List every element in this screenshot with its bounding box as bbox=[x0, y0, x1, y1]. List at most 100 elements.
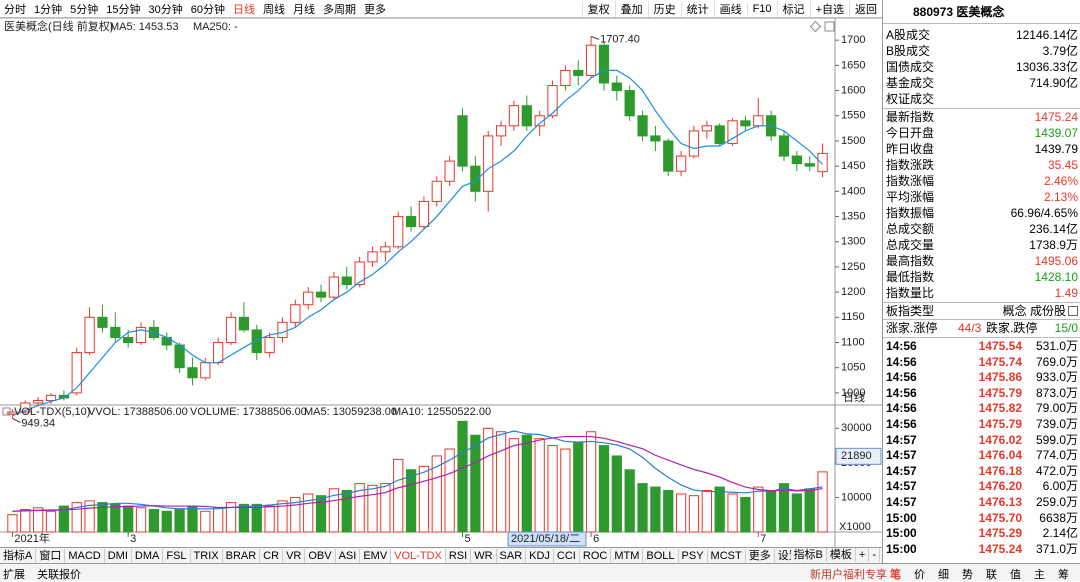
quote-label: 总成交量 bbox=[886, 238, 935, 252]
indicator-tab[interactable]: 指标A bbox=[0, 548, 37, 563]
tick-price: 1476.20 bbox=[978, 479, 1022, 494]
indicator-tab[interactable]: ASI bbox=[336, 548, 361, 563]
tool-button[interactable]: +自选 bbox=[809, 0, 849, 17]
legend-ma5: MA5: 1453.53 bbox=[110, 21, 179, 33]
tick-volume: 769.0万 bbox=[1035, 354, 1078, 369]
volume-bar bbox=[213, 507, 224, 533]
candle-body bbox=[328, 276, 340, 298]
quote-panel: 880973 医美概念 A股成交 12146.14亿 B股成交 3.79亿 国债成交 130… bbox=[882, 0, 1080, 563]
quote-value: 12146.14亿 bbox=[1015, 28, 1078, 42]
panel-icon[interactable]: 值 bbox=[1010, 569, 1021, 581]
tab-control[interactable]: 模板 bbox=[827, 548, 856, 562]
indicator-tab[interactable]: EMV bbox=[360, 548, 392, 563]
indicator-tab[interactable]: VR bbox=[283, 548, 306, 563]
indicator-tab[interactable]: MCST bbox=[708, 548, 746, 563]
indicator-tab[interactable]: WR bbox=[471, 548, 497, 563]
candle-body bbox=[7, 411, 18, 415]
tool-button[interactable]: 标记 bbox=[776, 0, 810, 17]
panel-icon[interactable]: 主 bbox=[1034, 569, 1045, 581]
tool-button[interactable]: 画线 bbox=[713, 0, 747, 17]
y-tick-label: 1300 bbox=[841, 236, 865, 248]
indicator-tab[interactable]: RSI bbox=[446, 548, 472, 563]
y-tick-label: 1650 bbox=[841, 59, 865, 71]
tab-control[interactable]: - bbox=[869, 548, 880, 562]
indicator-tab[interactable]: TRIX bbox=[191, 548, 223, 563]
y-tick-label: 1700 bbox=[841, 34, 865, 46]
promo[interactable]: 新用户福利专享 bbox=[810, 569, 887, 581]
panel-icon[interactable]: 筹 bbox=[1058, 569, 1069, 581]
tool-button[interactable]: 叠加 bbox=[614, 0, 648, 17]
quote-value: 35.45 bbox=[1047, 158, 1078, 172]
tabs-right: 指标B 模板 + - bbox=[790, 548, 880, 562]
candle-body bbox=[547, 85, 558, 117]
tool-button[interactable]: F10 bbox=[746, 2, 777, 15]
footer-tab[interactable]: 扩展 bbox=[3, 569, 25, 581]
quote-value: 1439.07 bbox=[1034, 126, 1078, 140]
tab-control[interactable]: + bbox=[856, 548, 870, 562]
quote-label: 指数涨跌 bbox=[886, 158, 935, 172]
period-tab[interactable]: 多周期 bbox=[323, 3, 356, 16]
period-tab[interactable]: 周线 bbox=[263, 3, 285, 16]
quote-label: 今日开盘 bbox=[886, 126, 935, 140]
indicator-tab[interactable]: MACD bbox=[65, 548, 105, 563]
sep bbox=[883, 23, 1080, 24]
tool-button[interactable]: 历史 bbox=[647, 0, 681, 17]
volume-bar bbox=[251, 503, 262, 533]
candle-body bbox=[264, 336, 275, 354]
indicator-tab[interactable]: 更多 bbox=[746, 548, 775, 563]
tick-volume: 599.0万 bbox=[1035, 432, 1078, 447]
period-tab[interactable]: 5分钟 bbox=[70, 3, 99, 16]
candle-body bbox=[817, 152, 828, 173]
indicator-tab[interactable]: OBV bbox=[305, 548, 336, 563]
panel-icon[interactable]: 价 bbox=[914, 569, 925, 581]
indicator-tab[interactable]: ROC bbox=[580, 548, 612, 563]
panel-icon[interactable]: 势 bbox=[962, 569, 973, 581]
annotation-label: 949.34 bbox=[21, 417, 55, 429]
volume-bar bbox=[110, 503, 121, 533]
quote-value: 1439.79 bbox=[1034, 142, 1078, 156]
tick-volume: 6.00万 bbox=[1042, 479, 1078, 494]
period-tab[interactable]: 更多 bbox=[364, 3, 386, 16]
panel-icon[interactable]: 细 bbox=[938, 569, 949, 581]
tab-control[interactable]: 指标B bbox=[791, 548, 827, 562]
volume-bar bbox=[148, 509, 160, 533]
tool-button[interactable]: 复权 bbox=[581, 0, 615, 17]
indicator-tab[interactable]: VOL-TDX bbox=[391, 548, 446, 563]
indicator-tab[interactable]: BOLL bbox=[643, 548, 679, 563]
indicator-tab[interactable]: MTM bbox=[611, 548, 644, 563]
quote-label: 指数涨幅 bbox=[886, 174, 935, 188]
sep bbox=[883, 302, 1080, 303]
panel-icon[interactable]: 笔 bbox=[890, 569, 901, 581]
period-tab[interactable]: 30分钟 bbox=[148, 3, 183, 16]
indicator-tab[interactable]: DMA bbox=[132, 548, 164, 563]
footer-tab[interactable]: 关联报价 bbox=[37, 569, 81, 581]
volume-bar bbox=[225, 502, 237, 533]
period-tab[interactable]: 分时 bbox=[4, 3, 26, 16]
indicator-tab[interactable]: BRAR bbox=[223, 548, 261, 563]
x-tick-label: 3 bbox=[130, 533, 136, 545]
indicator-tab[interactable]: PSY bbox=[679, 548, 708, 563]
indicator-tab[interactable]: SAR bbox=[497, 548, 527, 563]
indicator-tab[interactable]: CR bbox=[260, 548, 284, 563]
indicator-tab[interactable]: DMI bbox=[105, 548, 132, 563]
tool-button[interactable]: 返回 bbox=[849, 0, 882, 17]
volume-bar bbox=[123, 505, 134, 533]
quote-label: 平均涨幅 bbox=[886, 190, 935, 204]
tick-volume: 371.0万 bbox=[1035, 541, 1078, 556]
sep bbox=[883, 108, 1080, 109]
indicator-tab[interactable]: CCI bbox=[554, 548, 580, 563]
period-tab[interactable]: 日线 bbox=[233, 3, 255, 16]
period-tab[interactable]: 1分钟 bbox=[34, 3, 63, 16]
indicator-tab[interactable]: 窗口 bbox=[36, 548, 66, 563]
period-tab[interactable]: 15分钟 bbox=[106, 3, 141, 16]
tick-volume: 79.00万 bbox=[1035, 401, 1078, 416]
candle-body bbox=[495, 125, 507, 137]
period-tab[interactable]: 60分钟 bbox=[190, 3, 225, 16]
tool-button[interactable]: 统计 bbox=[680, 0, 714, 17]
panel-icon[interactable]: 联 bbox=[986, 569, 997, 581]
tick-time: 14:57 bbox=[886, 495, 917, 509]
indicator-tab[interactable]: KDJ bbox=[526, 548, 554, 563]
indicator-tab[interactable]: FSL bbox=[163, 548, 191, 563]
sep bbox=[883, 319, 1080, 320]
period-tab[interactable]: 月线 bbox=[293, 3, 315, 16]
